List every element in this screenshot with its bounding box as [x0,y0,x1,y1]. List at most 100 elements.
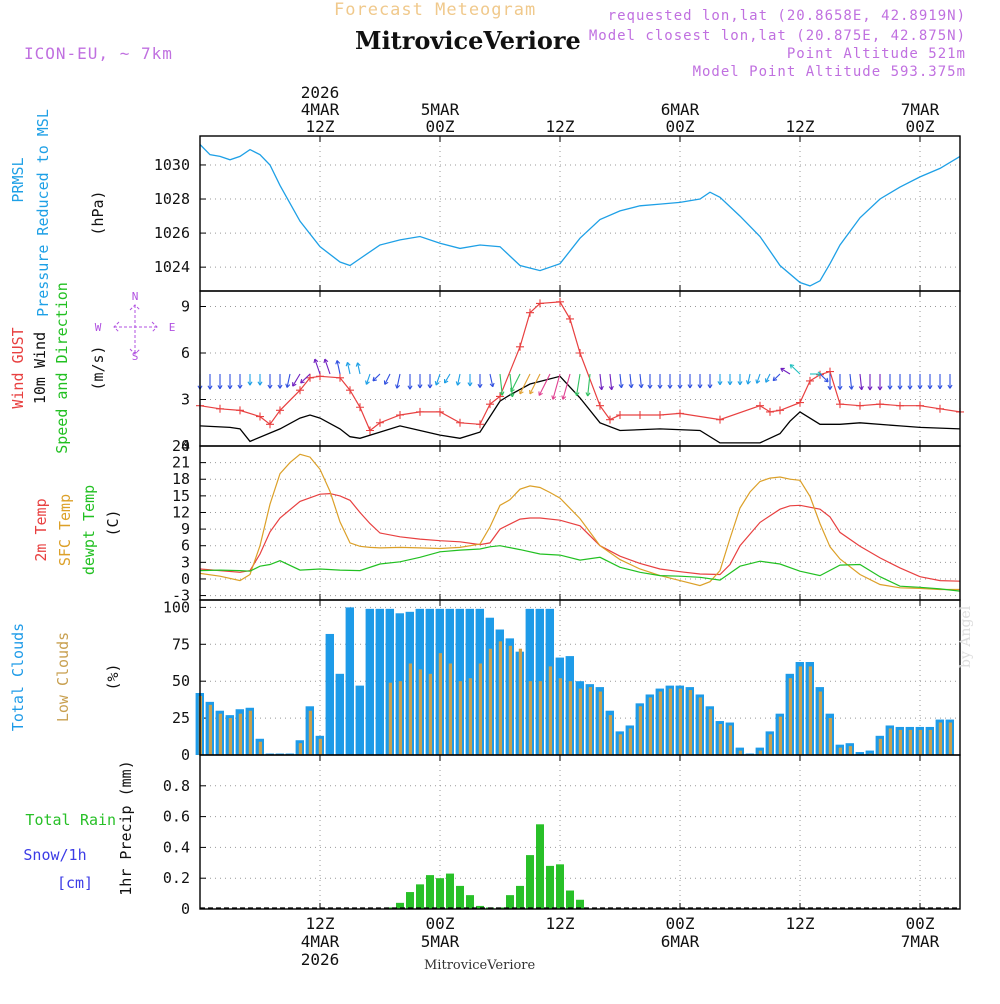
precip-bar [526,855,534,909]
low-cloud-bar [848,746,852,755]
compass-east: E [169,321,176,334]
wind-direction-arrow [324,358,331,375]
wind-side-label: 10m Wind [31,332,49,404]
gust-marker [676,409,684,418]
wind-arrow-head [755,379,761,384]
dewpoint-side-label: dewpt Temp [80,485,98,575]
total-cloud-bar [275,753,284,755]
gust-marker [856,401,864,410]
wind-arrow-head [551,395,557,400]
compass-icon [113,304,158,355]
station-name: MitroviceVeriore [355,26,581,55]
wind-arrow-head [467,382,473,387]
time-label-top: 12Z [546,117,575,136]
low-cloud-bar [498,641,502,755]
temp2m-line [199,492,961,582]
low-cloud-bar [718,724,722,755]
gust-marker [376,418,384,427]
wind-arrow-head [647,384,653,389]
temp2m-side-label: 2m Temp [32,498,50,561]
wind-arrow-head [824,377,829,383]
compass-west: W [95,321,102,334]
wind-arrow-head [717,381,723,386]
wind-direction-arrow [609,373,613,390]
wind-arrow-head [574,391,580,396]
wind-direction-arrow [756,373,761,384]
wind-direction-arrow [300,373,311,384]
low-cloud-bar [418,669,422,755]
wind-arrow-head [697,384,703,389]
gust-marker [756,401,764,410]
wind-direction-side-label: Speed and Direction [53,282,71,454]
wind-direction-arrow [619,373,623,388]
wind-arrow-head [427,384,433,389]
precip-total-label: Total [25,811,70,829]
wind-arrow-head [434,381,440,386]
value-tick-label: 0 [181,746,190,764]
low-cloud-bar [248,710,252,755]
wind-direction-arrow [346,362,351,375]
wind-arrow-head [417,384,423,389]
value-tick-label: 25 [172,709,190,727]
wind-arrow-head [677,384,683,389]
value-tick-label: 24 [172,437,190,455]
value-tick-label: 1024 [154,258,190,276]
time-label-top: 5MAR [421,100,460,119]
gust-marker [776,406,784,415]
low-cloud-bar [238,713,242,755]
gust-marker [876,400,884,409]
wind-arrow-head [837,385,843,390]
low-cloud-bar [528,681,532,755]
low-cloud-bar [508,645,512,755]
low-cloud-bar [648,697,652,755]
station-name-bottom: MitroviceVeriore [424,958,536,973]
wind-arrow-head [267,384,273,389]
wind-arrow-head [907,385,913,390]
compass-north: N [132,290,139,303]
wind-arrow-head [277,384,283,389]
wind-direction-arrow [444,373,451,384]
wind-direction-arrow [365,373,371,385]
value-tick-label: 21 [172,454,190,472]
value-tick-label: -3 [172,587,190,605]
gust-marker [236,406,244,415]
wind-direction-arrow [372,373,381,382]
gust-marker [936,404,944,413]
gust-marker [336,373,344,382]
total-cloud-bar [285,753,294,755]
gust-marker [346,386,354,395]
total-cloud-bar [365,608,374,755]
low-cloud-bar [208,704,212,755]
value-tick-label: 15 [172,487,190,505]
precip-bar [406,892,414,909]
precip-bar [516,885,524,909]
wind-arrow-head [519,389,524,395]
gust-marker [916,401,924,410]
low-cloud-bar [928,729,932,755]
total-cloud-bar [745,753,754,755]
wind-speed-line [199,375,961,444]
wind-arrow-head [858,385,864,391]
panel-frame [199,445,961,601]
gust-marker [606,415,614,424]
wind-direction-arrow [765,373,771,383]
low-cloud-bar [408,663,412,755]
wind-arrow-head [618,383,624,389]
wind-arrow-head [687,384,693,389]
total-cloud-bar [345,607,354,755]
value-tick-label: 3 [181,553,190,571]
precip-unit-label: 1hr Precip (mm) [117,760,135,895]
low-cloud-bar [448,663,452,755]
value-tick-label: 0.4 [163,838,190,856]
low-cloud-bar [298,743,302,755]
wind-arrow-head [877,386,883,391]
low-cloud-bar [568,681,572,755]
gust-marker [576,349,584,357]
precip-snow-label: Snow/1h [23,846,86,864]
gust-marker [806,376,814,385]
wind-arrow-head [638,383,644,389]
wind-arrow-head [561,395,567,400]
total-cloud-bar [855,752,864,755]
wind-direction-arrow [538,373,551,396]
